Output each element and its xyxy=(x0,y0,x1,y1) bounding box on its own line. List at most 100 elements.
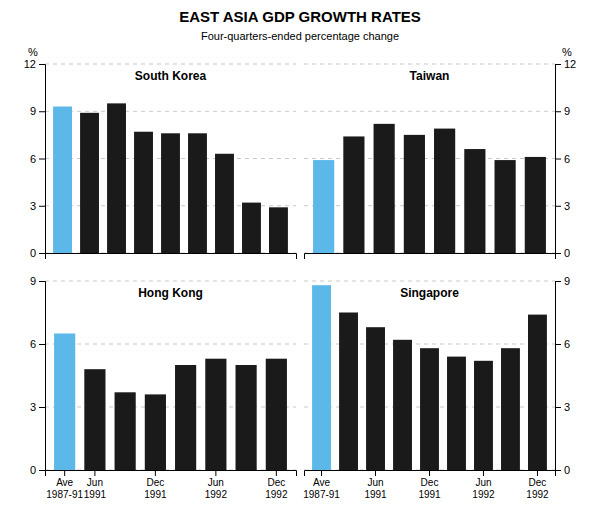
x-tick-label-line: Jun xyxy=(208,477,224,488)
y-tick-label: 3 xyxy=(564,401,570,413)
title: EAST ASIA GDP GROWTH RATES xyxy=(179,8,421,25)
y-tick-mark xyxy=(39,111,45,112)
bar xyxy=(205,359,226,470)
y-axis-line xyxy=(39,282,46,471)
y-tick-label: 9 xyxy=(30,105,36,117)
x-axis xyxy=(305,254,556,260)
bar xyxy=(84,369,105,470)
grid-line xyxy=(304,64,555,65)
panel-title: Singapore xyxy=(400,286,459,300)
bar xyxy=(134,132,153,253)
x-tick-label-line: Ave xyxy=(56,477,73,488)
y-axis: 0369 xyxy=(555,275,570,476)
grid-line xyxy=(45,344,296,345)
y-tick-label: 6 xyxy=(30,153,36,165)
bar xyxy=(242,203,261,253)
x-tick-mark xyxy=(483,470,484,476)
x-tick: Dec1992 xyxy=(526,470,549,500)
bars xyxy=(312,285,547,470)
y-tick-mark xyxy=(39,470,45,471)
x-tick-label-line: Ave xyxy=(313,477,330,488)
x-tick-label-line: 1992 xyxy=(265,489,288,500)
y-tick-label: 9 xyxy=(30,275,36,287)
grid xyxy=(304,281,555,470)
x-tick: Ave1987-91 xyxy=(46,470,83,500)
y-tick: 12 xyxy=(24,58,45,70)
x-tick-label-line: 1991 xyxy=(144,489,167,500)
x-tick: Dec1991 xyxy=(144,470,167,500)
y-tick: 3 xyxy=(30,401,45,413)
grid-line xyxy=(304,158,555,159)
y-tick: 0 xyxy=(555,464,570,476)
y-tick-mark xyxy=(39,159,45,160)
subtitle: Four-quarters-ended percentage change xyxy=(201,30,399,42)
bar xyxy=(366,327,385,470)
bar xyxy=(495,160,516,253)
x-tick-label: Ave1987-91 xyxy=(46,477,83,500)
y-tick-mark xyxy=(39,253,45,254)
grid xyxy=(304,64,555,253)
y-tick-label: 3 xyxy=(564,200,570,212)
bars xyxy=(313,124,546,253)
y-tick-label: 6 xyxy=(30,338,36,350)
y-tick-mark xyxy=(39,344,45,345)
bars xyxy=(54,334,287,471)
y-tick-label: 12 xyxy=(564,58,576,70)
bar xyxy=(269,207,288,253)
x-tick-label: Dec1991 xyxy=(144,477,167,500)
x-tick: Jun1992 xyxy=(205,470,228,500)
bar xyxy=(374,124,395,253)
x-axis-line xyxy=(305,471,556,477)
grid-line xyxy=(45,64,296,65)
y-tick: 3 xyxy=(555,401,570,413)
y-tick: 9 xyxy=(555,275,570,287)
x-tick-label-line: Dec xyxy=(267,477,285,488)
grid-line xyxy=(304,111,555,112)
grid-line xyxy=(304,205,555,206)
x-tick-mark xyxy=(94,470,95,476)
panel-title: Hong Kong xyxy=(138,286,203,300)
bar xyxy=(236,365,257,470)
x-tick: Dec1992 xyxy=(265,470,288,500)
y-tick-mark xyxy=(555,111,561,112)
x-tick-label-line: Dec xyxy=(529,477,547,488)
x-tick-label-line: 1992 xyxy=(472,489,495,500)
x-tick-label-line: Dec xyxy=(146,477,164,488)
x-tick-mark xyxy=(155,470,156,476)
y-tick: 6 xyxy=(30,153,45,165)
x-tick-mark xyxy=(64,470,65,476)
bar xyxy=(404,135,425,253)
panel: 036912South Korea% xyxy=(24,46,297,259)
y-tick-label: 12 xyxy=(24,58,36,70)
y-tick-label: 0 xyxy=(30,464,36,476)
x-tick-label: Dec1992 xyxy=(265,477,288,500)
bar xyxy=(501,348,520,470)
grid-line xyxy=(45,407,296,408)
x-tick-label: Jun1991 xyxy=(84,477,107,500)
x-tick-mark xyxy=(375,470,376,476)
x-tick-label: Jun1992 xyxy=(472,477,495,500)
grid-line xyxy=(304,281,555,282)
bar xyxy=(175,365,196,470)
bar xyxy=(215,154,234,253)
y-tick-mark xyxy=(39,281,45,282)
y-tick-label: 9 xyxy=(564,275,570,287)
y-axis-line xyxy=(556,65,562,254)
panel-title: South Korea xyxy=(135,69,207,83)
x-tick-label-line: 1992 xyxy=(205,489,228,500)
x-tick-label-line: Jun xyxy=(475,477,491,488)
x-axis-line xyxy=(46,254,297,260)
bar xyxy=(312,285,331,470)
bar xyxy=(528,315,547,470)
x-tick-mark xyxy=(321,470,322,476)
y-tick-mark xyxy=(555,344,561,345)
bar xyxy=(393,340,412,470)
y-tick: 9 xyxy=(30,275,45,287)
bar xyxy=(525,157,546,253)
bars xyxy=(53,103,288,253)
x-tick: Jun1991 xyxy=(84,470,107,500)
y-tick-label: 0 xyxy=(564,247,570,259)
y-tick: 3 xyxy=(555,200,570,212)
y-tick-mark xyxy=(555,64,561,65)
x-tick-label: Jun1992 xyxy=(205,477,228,500)
